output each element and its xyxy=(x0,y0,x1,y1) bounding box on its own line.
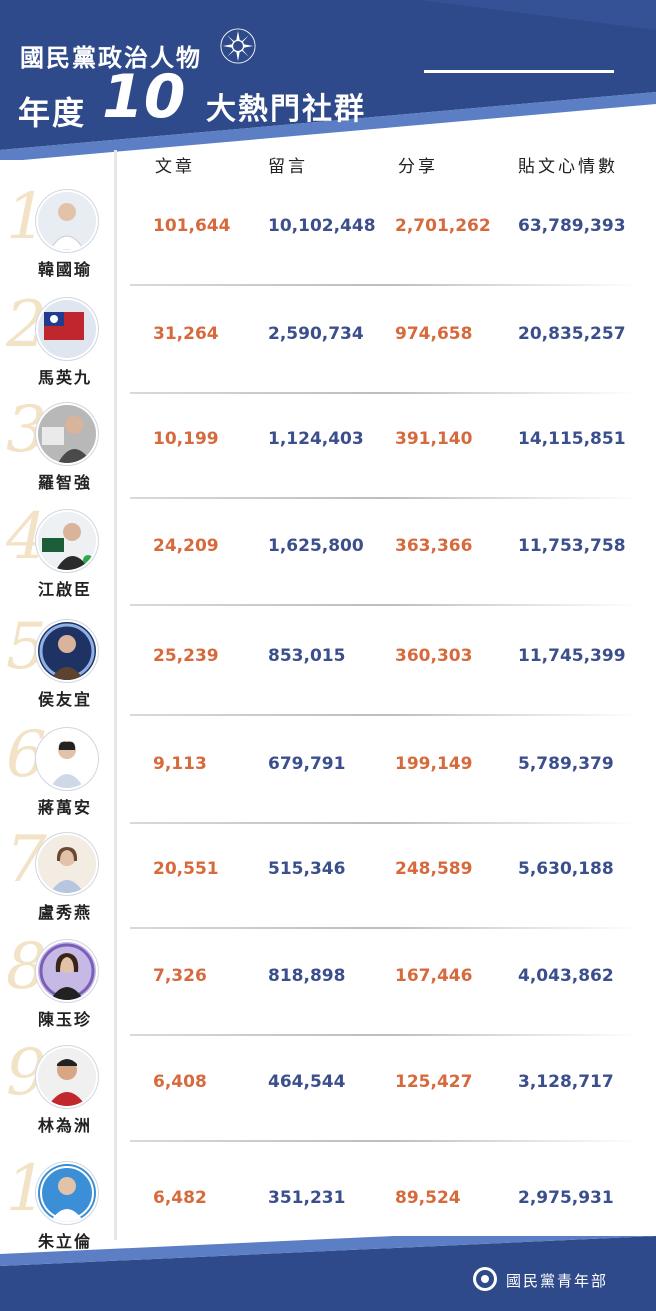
column-headers: 文章 留言 分享 貼文心情數 xyxy=(0,152,656,182)
avatar xyxy=(38,300,96,358)
header-comments: 留言 xyxy=(268,157,308,177)
reactions-value: 14,115,851 xyxy=(518,429,626,449)
politician-name: 侯友宜 xyxy=(38,690,93,709)
reactions-value: 11,745,399 xyxy=(518,646,626,666)
politician-name: 羅智強 xyxy=(38,473,93,492)
posts-value: 20,551 xyxy=(153,859,219,879)
reactions-value: 2,975,931 xyxy=(518,1188,614,1208)
politician-name: 馬英九 xyxy=(38,368,93,387)
posts-value: 9,113 xyxy=(153,754,207,774)
posts-value: 7,326 xyxy=(153,966,207,986)
title-line1: 國民黨政治人物 xyxy=(20,44,202,72)
column-divider xyxy=(114,150,117,1240)
row-separator xyxy=(130,927,640,929)
posts-value: 6,482 xyxy=(153,1188,207,1208)
row-separator xyxy=(130,392,640,394)
ranking-row: 9 林為洲 6,408 464,544 125,427 3,128,717 xyxy=(0,1036,656,1142)
shares-value: 167,446 xyxy=(395,966,473,986)
kmt-sun-emblem-icon xyxy=(220,28,256,64)
ranking-row: 10 朱立倫 6,482 351,231 89,524 2,975,931 xyxy=(0,1152,656,1258)
header-banner xyxy=(0,0,656,160)
title-line2-suffix: 大熱門社群 xyxy=(206,92,366,127)
ranking-row: 3 羅智強 10,199 1,124,403 391,140 14,115,85… xyxy=(0,393,656,499)
comments-value: 464,544 xyxy=(268,1072,346,1092)
row-separator xyxy=(130,284,640,286)
comments-value: 679,791 xyxy=(268,754,346,774)
ranking-row: 4 江啟臣 24,209 1,625,800 363,366 11,753,75… xyxy=(0,500,656,606)
reactions-value: 5,789,379 xyxy=(518,754,614,774)
ranking-row: 7 盧秀燕 20,551 515,346 248,589 5,630,188 xyxy=(0,823,656,929)
comments-value: 1,625,800 xyxy=(268,536,364,556)
reactions-value: 5,630,188 xyxy=(518,859,614,879)
avatar xyxy=(38,622,96,680)
row-separator xyxy=(130,1034,640,1036)
avatar xyxy=(38,730,96,788)
posts-value: 24,209 xyxy=(153,536,219,556)
shares-value: 391,140 xyxy=(395,429,473,449)
comments-value: 2,590,734 xyxy=(268,324,364,344)
reactions-value: 20,835,257 xyxy=(518,324,626,344)
reactions-value: 63,789,393 xyxy=(518,216,626,236)
title-line2-number: 10 xyxy=(102,62,186,132)
posts-value: 6,408 xyxy=(153,1072,207,1092)
posts-value: 25,239 xyxy=(153,646,219,666)
reactions-value: 3,128,717 xyxy=(518,1072,614,1092)
posts-value: 101,644 xyxy=(153,216,231,236)
avatar xyxy=(38,1048,96,1106)
shares-value: 199,149 xyxy=(395,754,473,774)
row-separator xyxy=(130,714,640,716)
row-separator xyxy=(130,1140,640,1142)
footer-label: 國民黨青年部 xyxy=(506,1272,609,1290)
politician-name: 韓國瑜 xyxy=(38,260,93,279)
title-line2-prefix: 年度 xyxy=(18,94,87,132)
ranking-row: 8 陳玉珍 7,326 818,898 167,446 4,043,862 xyxy=(0,930,656,1036)
header-posts: 文章 xyxy=(155,157,195,177)
banner-accent-line xyxy=(424,70,614,73)
shares-value: 363,366 xyxy=(395,536,473,556)
politician-name: 朱立倫 xyxy=(38,1232,93,1251)
shares-value: 360,303 xyxy=(395,646,473,666)
posts-value: 10,199 xyxy=(153,429,219,449)
row-separator xyxy=(130,497,640,499)
politician-name: 蔣萬安 xyxy=(38,798,93,817)
comments-value: 1,124,403 xyxy=(268,429,364,449)
reactions-value: 4,043,862 xyxy=(518,966,614,986)
shares-value: 89,524 xyxy=(395,1188,461,1208)
shares-value: 2,701,262 xyxy=(395,216,491,236)
comments-value: 351,231 xyxy=(268,1188,346,1208)
politician-name: 陳玉珍 xyxy=(38,1010,93,1029)
politician-name: 林為洲 xyxy=(38,1116,93,1135)
shares-value: 248,589 xyxy=(395,859,473,879)
kmt-youth-logo-icon xyxy=(473,1267,497,1291)
avatar xyxy=(38,192,96,250)
ranking-row: 2 馬英九 31,264 2,590,734 974,658 20,835,25… xyxy=(0,288,656,394)
comments-value: 10,102,448 xyxy=(268,216,376,236)
avatar xyxy=(38,512,96,570)
avatar xyxy=(38,835,96,893)
reactions-value: 11,753,758 xyxy=(518,536,626,556)
ranking-row: 1 韓國瑜 101,644 10,102,448 2,701,262 63,78… xyxy=(0,180,656,286)
comments-value: 515,346 xyxy=(268,859,346,879)
row-separator xyxy=(130,822,640,824)
politician-name: 盧秀燕 xyxy=(38,903,93,922)
header-reactions: 貼文心情數 xyxy=(518,157,618,177)
footer-banner xyxy=(0,1236,656,1311)
avatar xyxy=(38,405,96,463)
ranking-row: 6 蔣萬安 9,113 679,791 199,149 5,789,379 xyxy=(0,718,656,824)
avatar xyxy=(38,942,96,1000)
politician-name: 江啟臣 xyxy=(38,580,93,599)
header-shares: 分享 xyxy=(398,157,438,177)
ranking-row: 5 侯友宜 25,239 853,015 360,303 11,745,399 xyxy=(0,610,656,716)
shares-value: 974,658 xyxy=(395,324,473,344)
row-separator xyxy=(130,604,640,606)
shares-value: 125,427 xyxy=(395,1072,473,1092)
posts-value: 31,264 xyxy=(153,324,219,344)
comments-value: 853,015 xyxy=(268,646,346,666)
avatar xyxy=(38,1164,96,1222)
comments-value: 818,898 xyxy=(268,966,346,986)
